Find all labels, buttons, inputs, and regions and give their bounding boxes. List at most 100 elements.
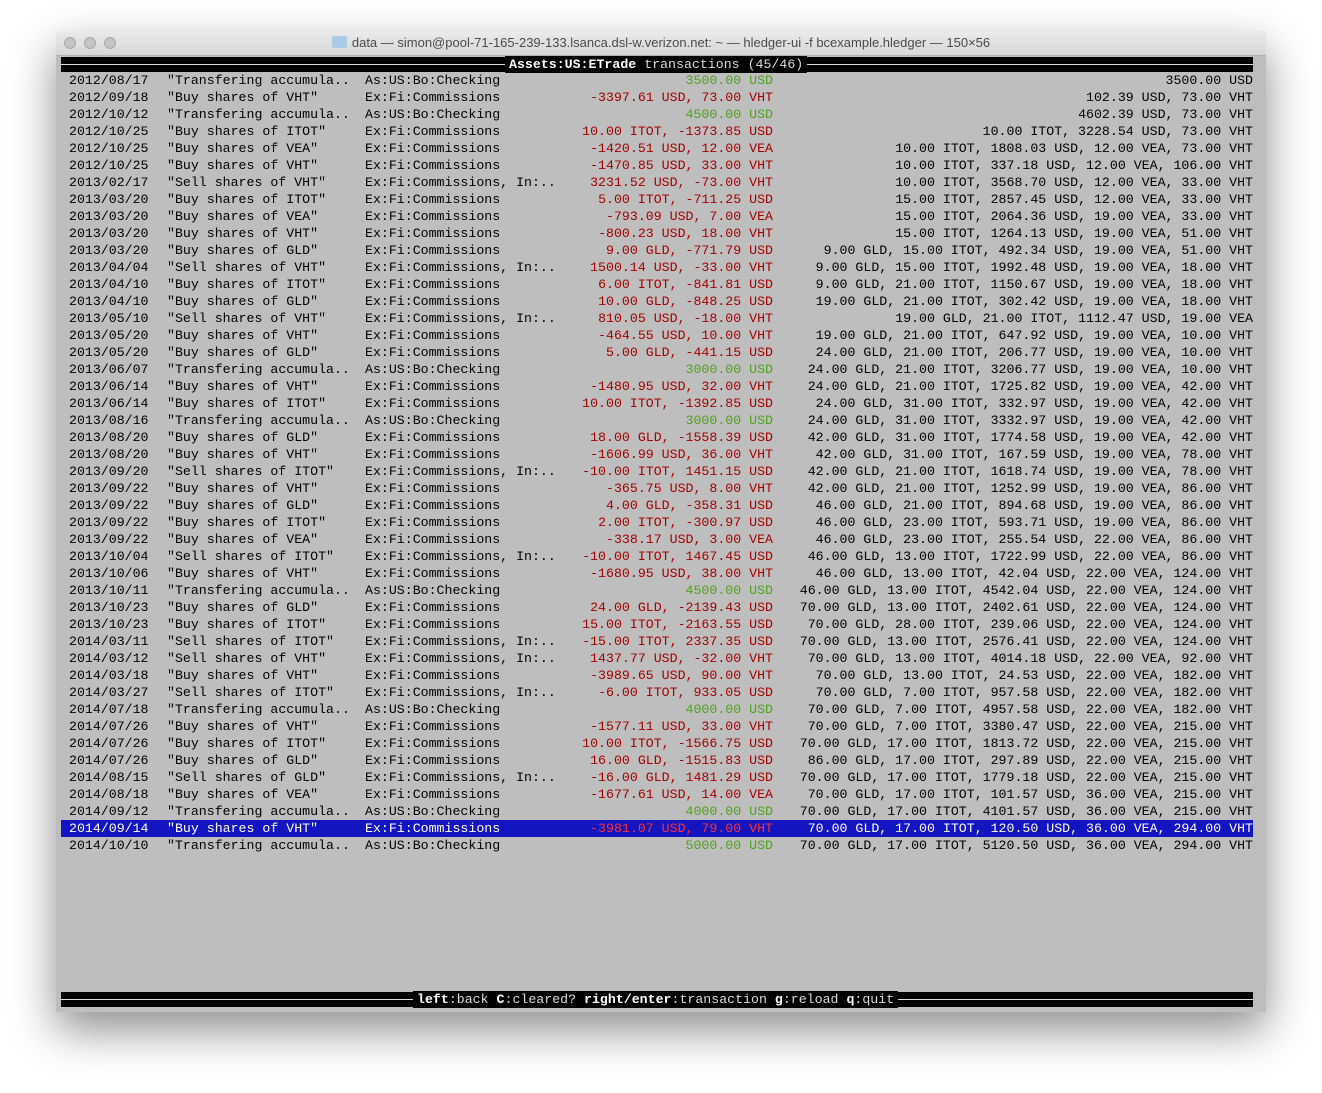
row-date: 2013/05/20 [69,345,149,360]
table-row[interactable]: 2013/08/16 "Transfering accumula.. As:US:B… [61,412,1253,429]
table-row[interactable]: 2013/10/11 "Transfering accumula.. As:US:B… [61,582,1253,599]
row-balance: 46.00 GLD, 13.00 ITOT, 42.04 USD, 22.00 … [815,566,1253,581]
row-account: As:US:Bo:Checking [365,413,501,428]
table-row[interactable]: 2012/10/25 "Buy shares of VEA" Ex:Fi:Commi… [61,140,1253,157]
table-row[interactable]: 2013/06/14 "Buy shares of ITOT" Ex:Fi:Comm… [61,395,1253,412]
table-row[interactable]: 2014/10/10 "Transfering accumula.. As:US:B… [61,837,1253,854]
row-balance: 19.00 GLD, 21.00 ITOT, 647.92 USD, 19.00… [815,328,1253,343]
table-row[interactable]: 2014/03/11 "Sell shares of ITOT" Ex:Fi:Com… [61,633,1253,650]
row-balance: 24.00 GLD, 31.00 ITOT, 3332.97 USD, 19.0… [807,413,1253,428]
table-row[interactable]: 2013/09/22 "Buy shares of GLD" Ex:Fi:Commi… [61,497,1253,514]
transaction-list[interactable]: 2012/08/17 "Transfering accumula.. As:US:B… [61,72,1253,854]
row-date: 2012/10/25 [69,158,149,173]
row-account: As:US:Bo:Checking [365,362,501,377]
row-description: "Buy shares of GLD" [167,498,319,513]
row-date: 2013/03/20 [69,192,149,207]
table-row[interactable]: 2014/08/18 "Buy shares of VEA" Ex:Fi:Commi… [61,786,1253,803]
row-account: As:US:Bo:Checking [365,838,501,853]
row-date: 2013/09/22 [69,532,149,547]
row-change: -793.09 USD, 7.00 VEA [606,209,773,224]
table-row[interactable]: 2012/10/25 "Buy shares of ITOT" Ex:Fi:Comm… [61,123,1253,140]
table-row[interactable]: 2013/06/14 "Buy shares of VHT" Ex:Fi:Commi… [61,378,1253,395]
row-account: Ex:Fi:Commissions [365,158,501,173]
table-row[interactable]: 2013/10/23 "Buy shares of GLD" Ex:Fi:Commi… [61,599,1253,616]
table-row[interactable]: 2014/09/14 "Buy shares of VHT" Ex:Fi:Commi… [61,820,1253,837]
row-balance: 24.00 GLD, 21.00 ITOT, 3206.77 USD, 19.0… [807,362,1253,377]
row-balance: 19.00 GLD, 21.00 ITOT, 302.42 USD, 19.00… [815,294,1253,309]
row-account: Ex:Fi:Commissions [365,328,501,343]
table-row[interactable]: 2014/07/26 "Buy shares of ITOT" Ex:Fi:Comm… [61,735,1253,752]
table-row[interactable]: 2013/08/20 "Buy shares of VHT" Ex:Fi:Commi… [61,446,1253,463]
table-row[interactable]: 2014/09/12 "Transfering accumula.. As:US:B… [61,803,1253,820]
table-row[interactable]: 2012/08/17 "Transfering accumula.. As:US:B… [61,72,1253,89]
table-row[interactable]: 2014/08/15 "Sell shares of GLD" Ex:Fi:Comm… [61,769,1253,786]
zoom-button[interactable] [104,37,116,49]
row-change: -16.00 GLD, 1481.29 USD [590,770,773,785]
row-description: "Buy shares of VHT" [167,566,319,581]
row-balance: 70.00 GLD, 13.00 ITOT, 24.53 USD, 22.00 … [815,668,1253,683]
table-row[interactable]: 2012/10/25 "Buy shares of VHT" Ex:Fi:Commi… [61,157,1253,174]
row-balance: 70.00 GLD, 17.00 ITOT, 4101.57 USD, 36.0… [799,804,1253,819]
table-row[interactable]: 2014/07/18 "Transfering accumula.. As:US:B… [61,701,1253,718]
table-row[interactable]: 2013/03/20 "Buy shares of ITOT" Ex:Fi:Comm… [61,191,1253,208]
row-change: 1437.77 USD, -32.00 VHT [590,651,773,666]
row-date: 2013/10/11 [69,583,149,598]
row-account: Ex:Fi:Commissions [365,736,501,751]
row-account: Ex:Fi:Commissions, In:.. [365,651,556,666]
table-row[interactable]: 2014/03/27 "Sell shares of ITOT" Ex:Fi:Com… [61,684,1253,701]
row-change: -1680.95 USD, 38.00 VHT [590,566,773,581]
terminal[interactable]: Assets:US:ETrade transactions (45/46) 20… [61,56,1253,1012]
row-balance: 70.00 GLD, 7.00 ITOT, 957.58 USD, 22.00 … [815,685,1253,700]
table-row[interactable]: 2013/10/06 "Buy shares of VHT" Ex:Fi:Commi… [61,565,1253,582]
table-row[interactable]: 2013/03/20 "Buy shares of VEA" Ex:Fi:Commi… [61,208,1253,225]
row-description: "Buy shares of ITOT" [167,515,327,530]
table-row[interactable]: 2014/07/26 "Buy shares of GLD" Ex:Fi:Commi… [61,752,1253,769]
row-balance: 46.00 GLD, 21.00 ITOT, 894.68 USD, 19.00… [815,498,1253,513]
table-row[interactable]: 2013/05/10 "Sell shares of VHT" Ex:Fi:Comm… [61,310,1253,327]
row-description: "Buy shares of VHT" [167,668,319,683]
table-row[interactable]: 2012/09/18 "Buy shares of VHT" Ex:Fi:Commi… [61,89,1253,106]
row-description: "Buy shares of VHT" [167,328,319,343]
row-date: 2013/03/20 [69,243,149,258]
minimize-button[interactable] [84,37,96,49]
row-balance: 15.00 ITOT, 2064.36 USD, 19.00 VEA, 33.0… [895,209,1253,224]
table-row[interactable]: 2013/04/10 "Buy shares of GLD" Ex:Fi:Commi… [61,293,1253,310]
row-account: Ex:Fi:Commissions [365,753,501,768]
table-row[interactable]: 2013/04/04 "Sell shares of VHT" Ex:Fi:Comm… [61,259,1253,276]
table-row[interactable]: 2012/10/12 "Transfering accumula.. As:US:B… [61,106,1253,123]
row-description: "Buy shares of VHT" [167,90,319,105]
row-description: "Sell shares of VHT" [167,260,327,275]
table-row[interactable]: 2013/06/07 "Transfering accumula.. As:US:B… [61,361,1253,378]
row-date: 2012/09/18 [69,90,149,105]
table-row[interactable]: 2013/05/20 "Buy shares of GLD" Ex:Fi:Commi… [61,344,1253,361]
table-row[interactable]: 2013/10/23 "Buy shares of ITOT" Ex:Fi:Comm… [61,616,1253,633]
table-row[interactable]: 2014/03/18 "Buy shares of VHT" Ex:Fi:Commi… [61,667,1253,684]
row-date: 2013/08/20 [69,447,149,462]
table-row[interactable]: 2013/02/17 "Sell shares of VHT" Ex:Fi:Comm… [61,174,1253,191]
table-row[interactable]: 2013/04/10 "Buy shares of ITOT" Ex:Fi:Comm… [61,276,1253,293]
row-description: "Buy shares of VHT" [167,158,319,173]
table-row[interactable]: 2014/07/26 "Buy shares of VHT" Ex:Fi:Commi… [61,718,1253,735]
row-balance: 70.00 GLD, 13.00 ITOT, 2402.61 USD, 22.0… [799,600,1253,615]
table-row[interactable]: 2013/08/20 "Buy shares of GLD" Ex:Fi:Commi… [61,429,1253,446]
table-row[interactable]: 2013/09/22 "Buy shares of VHT" Ex:Fi:Commi… [61,480,1253,497]
table-row[interactable]: 2014/03/12 "Sell shares of VHT" Ex:Fi:Comm… [61,650,1253,667]
row-account: Ex:Fi:Commissions [365,498,501,513]
row-date: 2014/07/26 [69,753,149,768]
row-description: "Buy shares of VHT" [167,379,319,394]
row-description: "Buy shares of VHT" [167,719,319,734]
table-row[interactable]: 2013/05/20 "Buy shares of VHT" Ex:Fi:Commi… [61,327,1253,344]
key-name: q [846,992,855,1007]
row-date: 2013/10/04 [69,549,149,564]
table-row[interactable]: 2013/10/04 "Sell shares of ITOT" Ex:Fi:Com… [61,548,1253,565]
table-row[interactable]: 2013/03/20 "Buy shares of VHT" Ex:Fi:Commi… [61,225,1253,242]
row-change: -800.23 USD, 18.00 VHT [598,226,773,241]
table-row[interactable]: 2013/03/20 "Buy shares of GLD" Ex:Fi:Commi… [61,242,1253,259]
footer-key-2: right/enter:transaction [584,992,767,1007]
close-button[interactable] [64,37,76,49]
row-date: 2014/09/14 [69,821,149,836]
row-change: 15.00 ITOT, -2163.55 USD [582,617,773,632]
table-row[interactable]: 2013/09/20 "Sell shares of ITOT" Ex:Fi:Com… [61,463,1253,480]
table-row[interactable]: 2013/09/22 "Buy shares of ITOT" Ex:Fi:Comm… [61,514,1253,531]
table-row[interactable]: 2013/09/22 "Buy shares of VEA" Ex:Fi:Commi… [61,531,1253,548]
